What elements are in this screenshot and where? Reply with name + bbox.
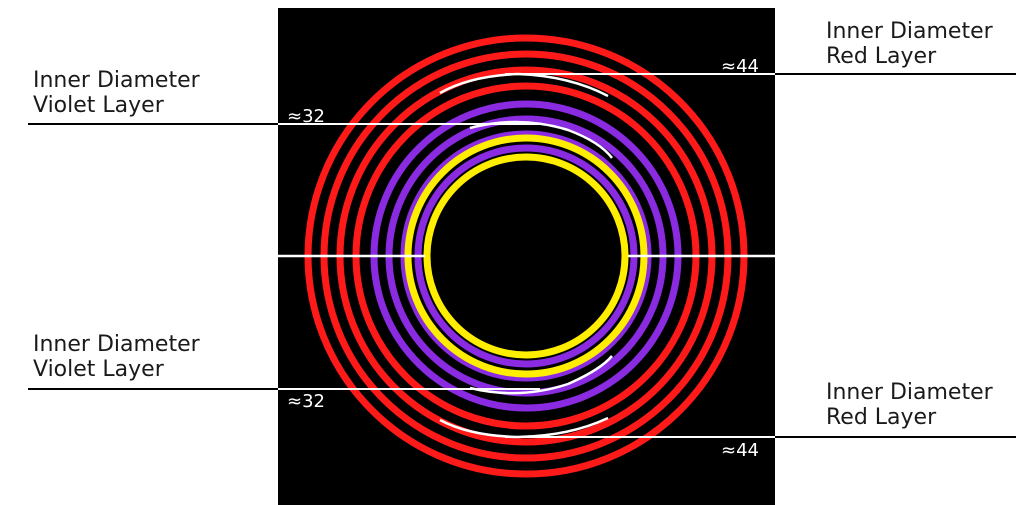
label-bottom-left-line1: Inner Diameter [33, 332, 200, 357]
label-bottom-left-line2: Violet Layer [33, 357, 164, 382]
value-top-left: ≈32 [287, 106, 325, 127]
label-bottom-right-line1: Inner Diameter [826, 380, 993, 405]
value-bottom-left: ≈32 [287, 391, 325, 412]
label-top-right-line2: Red Layer [826, 44, 937, 69]
label-top-right-line1: Inner Diameter [826, 19, 993, 44]
label-bottom-right: Inner Diameter Red Layer [826, 380, 993, 430]
label-top-left-line2: Violet Layer [33, 93, 164, 118]
violet-inner-arc-bottom [469, 355, 613, 395]
label-top-left-line1: Inner Diameter [33, 68, 200, 93]
value-bottom-right: ≈44 [721, 440, 759, 461]
label-bottom-right-line2: Red Layer [826, 405, 937, 430]
label-top-right: Inner Diameter Red Layer [826, 19, 993, 69]
label-top-left: Inner Diameter Violet Layer [33, 68, 200, 118]
label-bottom-left: Inner Diameter Violet Layer [33, 332, 200, 382]
value-top-right: ≈44 [721, 56, 759, 77]
yellow-ring-2 [423, 153, 629, 359]
